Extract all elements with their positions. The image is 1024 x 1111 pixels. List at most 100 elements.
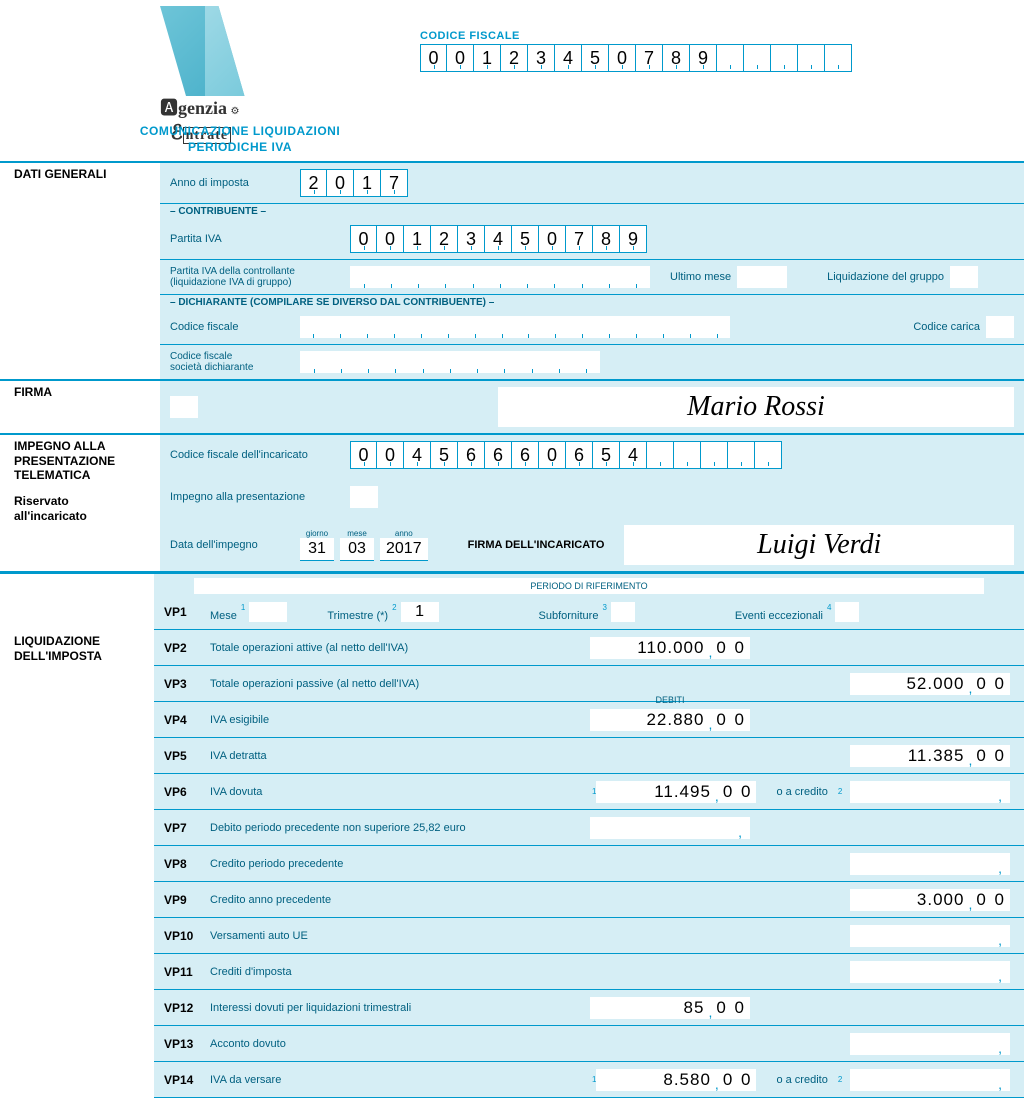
vp10-code: VP10 [164, 929, 210, 943]
vp1-subforniture-label: Subforniture [539, 610, 599, 622]
dichiarante-header: – DICHIARANTE (COMPILARE SE DIVERSO DAL … [160, 295, 1024, 310]
firma-section: FIRMA Mario Rossi [0, 381, 1024, 433]
contribuente-header: – CONTRIBUENTE – [160, 204, 1024, 219]
mese-label: mese [340, 529, 374, 538]
cf-incaricato-cells[interactable]: 00456660654 [350, 441, 782, 469]
ultimo-mese-field[interactable] [737, 266, 787, 288]
vp14-credit[interactable]: , [850, 1069, 1010, 1091]
vp5-label: IVA detratta [210, 750, 550, 762]
vp1-mese-field[interactable] [249, 602, 287, 622]
vp2-row: VP2Totale operazioni attive (al netto de… [154, 630, 1024, 666]
vp1-mese-label: Mese [210, 610, 237, 622]
agenzia-line1: genzia [178, 98, 227, 118]
piva-cells[interactable]: 00123450789 [350, 225, 647, 253]
codice-carica-label: Codice carica [913, 321, 980, 333]
vp11-credit[interactable]: , [850, 961, 1010, 983]
form-title-l1: COMUNICAZIONE LIQUIDAZIONI [115, 124, 365, 140]
vp5-code: VP5 [164, 749, 210, 763]
vp2-code: VP2 [164, 641, 210, 655]
vp8-row: VP8Credito periodo precedente, [154, 846, 1024, 882]
vp9-code: VP9 [164, 893, 210, 907]
vp14-debit[interactable]: 8.580,0 0 [596, 1069, 756, 1091]
anno-imposta-label: Anno di imposta [170, 177, 300, 189]
data-impegno-group: giorno 31 mese 03 anno 2017 [300, 529, 428, 561]
vp7-debit[interactable]: , [590, 817, 750, 839]
liquidazione-gruppo-field[interactable] [950, 266, 978, 288]
piva-controllante-field[interactable] [350, 266, 650, 288]
vp1-trimestre-field[interactable]: 1 [401, 602, 439, 622]
firma-incaricato-label: FIRMA DELL'INCARICATO [468, 539, 605, 551]
vp6-debit[interactable]: 11.495,0 0 [596, 781, 756, 803]
vp7-row: VP7Debito periodo precedente non superio… [154, 810, 1024, 846]
cf-incaricato-label: Codice fiscale dell'incaricato [170, 449, 350, 461]
vp6-credit[interactable]: , [850, 781, 1010, 803]
vp11-label: Crediti d'imposta [210, 966, 550, 978]
vp4-code: VP4 [164, 713, 210, 727]
firma-incaricato-signature[interactable]: Luigi Verdi [624, 525, 1014, 565]
cf-label: CODICE FISCALE [420, 30, 852, 42]
vp10-row: VP10Versamenti auto UE, [154, 918, 1024, 954]
vp12-row: VP12Interessi dovuti per liquidazioni tr… [154, 990, 1024, 1026]
anno-value[interactable]: 2017 [380, 538, 428, 561]
vp1-eventi-label: Eventi eccezionali [735, 610, 823, 622]
vp2-label: Totale operazioni attive (al netto dell'… [210, 642, 550, 654]
mese-value[interactable]: 03 [340, 538, 374, 561]
liquidazione-label: LIQUIDAZIONE DELL'IMPOSTA [0, 574, 154, 1098]
codice-fiscale-field[interactable] [300, 316, 730, 338]
firma-label: FIRMA [0, 381, 160, 433]
vp12-code: VP12 [164, 1001, 210, 1015]
piva-label: Partita IVA [170, 233, 350, 245]
vp1-row: VP1 Mese 1 Trimestre (*) 2 1 Subfornitur… [154, 594, 1024, 630]
giorno-value[interactable]: 31 [300, 538, 334, 561]
periodo-header: PERIODO DI RIFERIMENTO [194, 578, 984, 594]
vp12-debit[interactable]: 85,0 0 [590, 997, 750, 1019]
vp9-label: Credito anno precedente [210, 894, 550, 906]
vp10-credit[interactable]: , [850, 925, 1010, 947]
impegno-section: IMPEGNO ALLA PRESENTAZIONE TELEMATICA Ri… [0, 435, 1024, 571]
vp1-eventi-field[interactable] [835, 602, 859, 622]
vp14-label: IVA da versare [210, 1074, 550, 1086]
cf-societa-field[interactable] [300, 351, 600, 373]
vp11-row: VP11Crediti d'imposta, [154, 954, 1024, 990]
vp14-code: VP14 [164, 1073, 210, 1087]
codice-carica-field[interactable] [986, 316, 1014, 338]
vp5-credit[interactable]: 11.385,0 0 [850, 745, 1010, 767]
vp13-row: VP13Acconto dovuto, [154, 1026, 1024, 1062]
ultimo-mese-label: Ultimo mese [670, 271, 731, 283]
vp3-code: VP3 [164, 677, 210, 691]
vp13-code: VP13 [164, 1037, 210, 1051]
vp13-label: Acconto dovuto [210, 1038, 550, 1050]
vp2-debit[interactable]: 110.000,0 0 [590, 637, 750, 659]
data-impegno-label: Data dell'impegno [170, 539, 300, 551]
vp1-subforniture-field[interactable] [611, 602, 635, 622]
vp13-credit[interactable]: , [850, 1033, 1010, 1055]
vp3-label: Totale operazioni passive (al netto dell… [210, 678, 550, 690]
codice-fiscale-label: Codice fiscale [170, 321, 300, 333]
liquidazione-gruppo-label: Liquidazione del gruppo [827, 271, 944, 283]
vp6-row: VP6IVA dovuta111.495,0 0o a credito2, [154, 774, 1024, 810]
iva-logo-icon [160, 6, 290, 96]
vp3-credit[interactable]: 52.000,0 0 [850, 673, 1010, 695]
vp7-label: Debito periodo precedente non superiore … [210, 822, 550, 834]
vp8-code: VP8 [164, 857, 210, 871]
vp4-debit[interactable]: DEBITI22.880,0 0 [590, 709, 750, 731]
vp8-credit[interactable]: , [850, 853, 1010, 875]
anno-cells[interactable]: 2017 [300, 169, 408, 197]
vp8-label: Credito periodo precedente [210, 858, 550, 870]
firma-signature[interactable]: Mario Rossi [498, 387, 1014, 427]
vp4-row: VP4IVA esigibile DEBITI22.880,0 0 [154, 702, 1024, 738]
vp14-row: VP14IVA da versare18.580,0 0o a credito2… [154, 1062, 1024, 1098]
impegno-label: IMPEGNO ALLA PRESENTAZIONE TELEMATICA Ri… [0, 435, 160, 571]
impegno-presentazione-label: Impegno alla presentazione [170, 491, 350, 503]
codice-fiscale-header: CODICE FISCALE 00123450789 [420, 6, 852, 130]
vp12-label: Interessi dovuti per liquidazioni trimes… [210, 1002, 550, 1014]
impegno-presentazione-field[interactable] [350, 486, 378, 508]
piva-controllante-label: Partita IVA della controllante (liquidaz… [170, 266, 350, 288]
cf-societa-label: Codice fiscale società dichiarante [170, 351, 300, 373]
vp4-label: IVA esigibile [210, 714, 550, 726]
vp11-code: VP11 [164, 965, 210, 979]
vp9-credit[interactable]: 3.000,0 0 [850, 889, 1010, 911]
vp6-label: IVA dovuta [210, 786, 550, 798]
dati-generali-section: DATI GENERALI Anno di imposta 2017 – CON… [0, 163, 1024, 379]
firma-checkbox[interactable] [170, 396, 198, 418]
